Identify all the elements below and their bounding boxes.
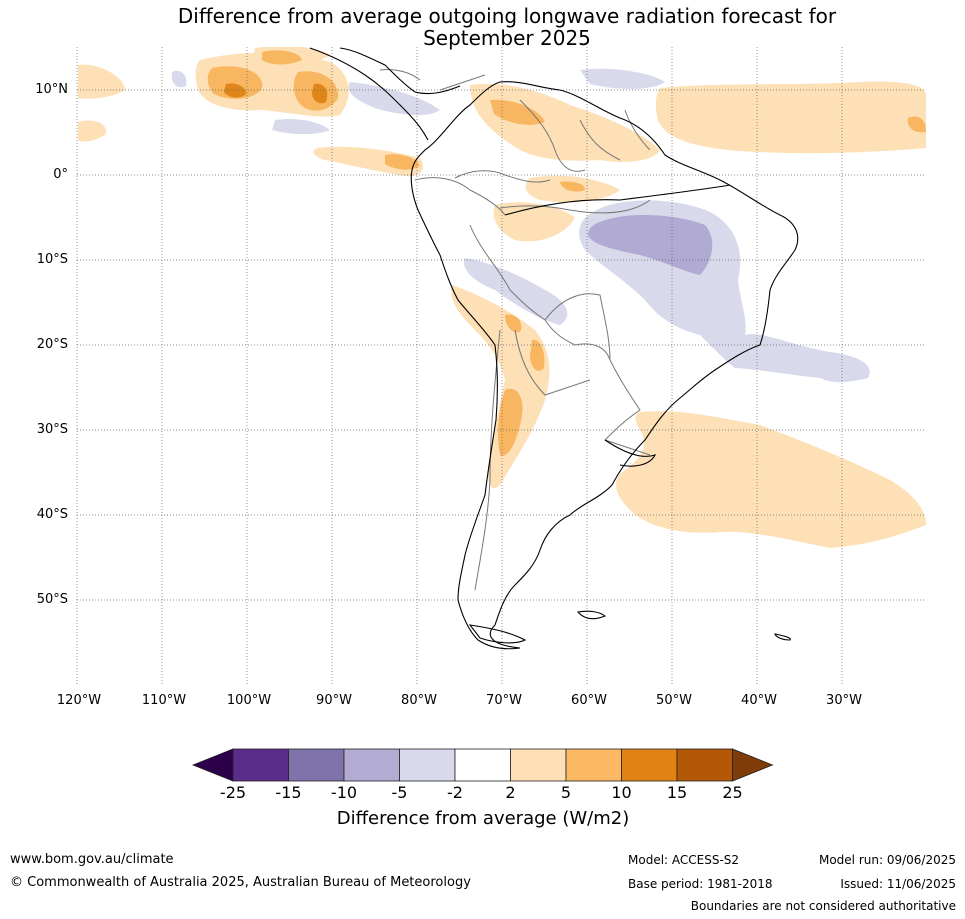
- neg-anomaly-eastpac: [171, 70, 187, 88]
- footer-disclaimer: Boundaries are not considered authoritat…: [690, 899, 956, 913]
- chart-title-line2: September 2025: [423, 26, 591, 50]
- pos-anomaly-venezuela-mid: [490, 99, 545, 125]
- tierra-del-fuego: [468, 624, 527, 644]
- lon-label-40w: 40°W: [741, 693, 777, 708]
- colorbar-label: Difference from average (W/m2): [336, 808, 630, 829]
- lat-label-20s: 20°S: [36, 337, 68, 352]
- colorbar-box: [510, 748, 567, 782]
- pos-anomaly-andes: [451, 285, 550, 489]
- neg-anomaly-bolivia: [464, 258, 568, 325]
- pos-anomaly-mexico-mid: [262, 50, 302, 65]
- south-america-coast: [410, 81, 799, 650]
- country-borders: [379, 69, 651, 591]
- lon-label-120w: 120°W: [56, 693, 102, 708]
- central-america-coast-2: [339, 47, 461, 95]
- anomaly-layer: [78, 47, 926, 548]
- colorbar-tick-label: -5: [391, 783, 408, 802]
- colorbar-extend-high: [732, 748, 774, 782]
- lon-label-50w: 50°W: [656, 693, 692, 708]
- colorbar-tick-label: -10: [330, 783, 358, 802]
- footer-copyright: © Commonwealth of Australia 2025, Austra…: [10, 875, 471, 890]
- pos-anomaly-andes-mid2: [530, 339, 545, 371]
- central-america-coast: [309, 47, 429, 141]
- pos-anomaly-atlantic-e: [655, 81, 926, 154]
- colorbar-box: [288, 748, 345, 782]
- lon-label-80w: 80°W: [401, 693, 437, 708]
- lat-label-50s: 50°S: [36, 592, 68, 607]
- lon-label-30w: 30°W: [826, 693, 862, 708]
- colorbar-tick-label: -2: [447, 783, 463, 802]
- lat-label-10s: 10°S: [36, 252, 68, 267]
- south-georgia: [774, 633, 791, 641]
- colorbar-box: [676, 748, 733, 782]
- pos-anomaly-andes-mid: [497, 388, 523, 456]
- colorbar-extend-low: [191, 748, 234, 782]
- rio-de-la-plata: [604, 439, 657, 467]
- pos-anomaly-itcz-mid: [385, 154, 420, 170]
- colorbar-tick-label: -25: [219, 783, 247, 802]
- lon-label-100w: 100°W: [226, 693, 272, 708]
- lat-label-30s: 30°S: [36, 422, 68, 437]
- colorbar-tick-label: 25: [722, 783, 743, 802]
- colorbar-tick-label: -15: [275, 783, 302, 802]
- gridlines: [76, 47, 926, 685]
- lon-label-70w: 70°W: [486, 693, 522, 708]
- footer-model-run: Model run: 09/06/2025: [818, 853, 956, 867]
- pos-anomaly-amazon-core: [560, 181, 586, 192]
- colorbar-tick-label: 10: [611, 783, 632, 802]
- lat-label-40s: 40°S: [36, 507, 68, 522]
- pos-anomaly-andes-mid3: [505, 314, 522, 333]
- colorbar-box: [621, 748, 678, 782]
- footer-base-period: Base period: 1981-2018: [628, 877, 773, 891]
- colorbar-box: [343, 748, 400, 782]
- pos-anomaly-eastpac-core: [224, 83, 246, 98]
- lon-label-90w: 90°W: [316, 693, 352, 708]
- colorbar-tick-label: 15: [666, 783, 688, 802]
- neg-anomaly-atlantic-north: [580, 68, 665, 89]
- coastlines: [309, 47, 799, 650]
- colorbar-tick-label: 2: [505, 783, 516, 802]
- lat-label-10n: 10°N: [35, 82, 68, 97]
- pos-anomaly-atlantic-e-mid: [907, 116, 926, 133]
- pos-anomaly-atlantic-s: [615, 411, 926, 548]
- lon-label-110w: 110°W: [141, 693, 187, 708]
- colorbar-box: [399, 748, 456, 782]
- pos-anomaly-farpac2: [78, 120, 107, 142]
- footer-model: Model: ACCESS-S2: [628, 853, 740, 867]
- lat-label-0: 0°: [53, 167, 68, 182]
- neg-anomaly-brazil-core: [588, 214, 713, 275]
- amazon-river: [504, 184, 731, 216]
- footer-website: www.bom.gov.au/climate: [10, 852, 174, 867]
- colorbar-tick-label: 5: [560, 783, 572, 802]
- pos-anomaly-eastpac-core2: [312, 83, 328, 104]
- colorbar-box: [565, 748, 622, 782]
- chart-title-line1: Difference from average outgoing longwav…: [177, 4, 837, 28]
- colorbar-box: [454, 748, 511, 782]
- pos-anomaly-eastpac-mid: [207, 66, 263, 99]
- colorbar-box: [232, 748, 289, 782]
- falklands: [576, 610, 607, 620]
- lon-label-60w: 60°W: [571, 693, 607, 708]
- pos-anomaly-itcz: [313, 146, 424, 177]
- footer-issued: Issued: 11/06/2025: [840, 877, 956, 891]
- neg-anomaly-pacific: [272, 119, 330, 135]
